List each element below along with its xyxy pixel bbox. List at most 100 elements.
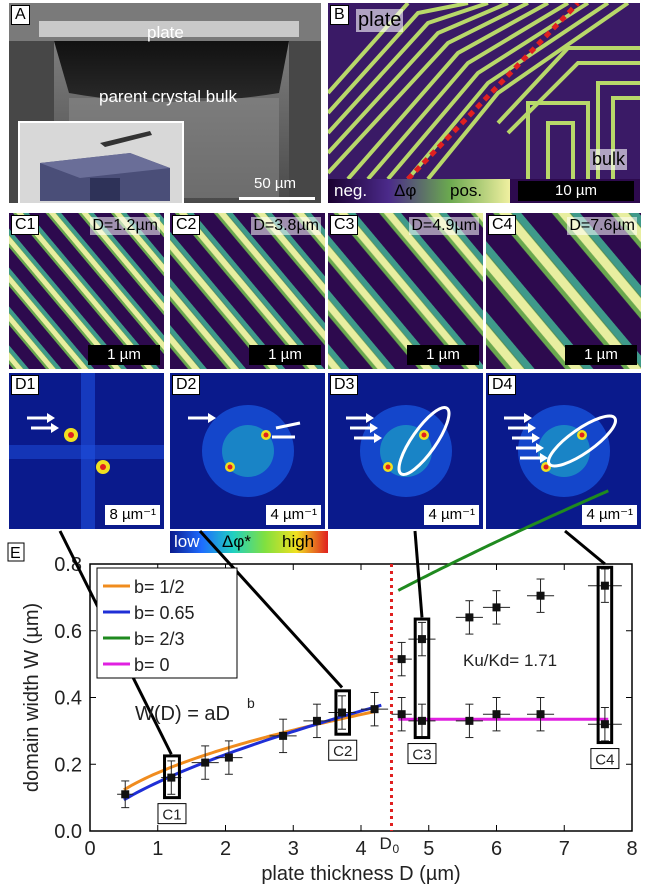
x-tick-label: 1 [152,838,163,860]
data-point [492,710,501,719]
fft-colorbar-high: high [282,532,315,551]
thickness-label: D=1.2µm [90,217,160,235]
scale-bar: 1 µm [249,345,321,365]
scale-bar: 1 µm [88,345,160,365]
colorbar-neg-label: neg. [334,181,368,200]
scale-bar: 1 µm [407,345,479,365]
legend-label: b= 0.65 [134,603,195,623]
data-point [397,655,406,664]
thickness-label: D=4.9µm [409,217,479,235]
panel-c3-stripes: C3 D=4.9µm 1 µm [328,213,483,369]
x-tick-label: 8 [626,838,637,860]
y-tick-label: 0.6 [54,621,82,643]
panel-c4-tag: C4 [488,215,517,235]
d0-subscript: 0 [392,842,399,856]
highlight-box-label-bg [328,739,358,761]
panel-c1-stripes: C1 D=1.2µm 1 µm [9,213,164,369]
panel-d4-fft: D4 4 µm⁻¹ [486,373,641,529]
scale-bar: 1 µm [565,345,637,365]
panel-d1-tag: D1 [11,375,40,395]
data-point [312,716,321,725]
x-tick-label: 2 [220,838,231,860]
highlight-box-c4 [596,565,614,745]
x-axis-label: plate thickness D (µm) [261,863,460,885]
panel-d3-fft: D3 4 µm⁻¹ [328,373,483,529]
x-tick-label: 5 [423,838,434,860]
fft-colorbar [170,531,328,553]
highlight-box-label: C1 [162,807,181,824]
data-point [417,716,426,725]
panel-a-tag: A [11,5,30,25]
fft-scale-label: 4 µm⁻¹ [582,505,637,525]
panel-b-mfm-image: B plate bulk neg. Δφ pos. 10 µm [328,3,640,203]
panel-d2-fft: D2 4 µm⁻¹ [170,373,325,529]
panel-e-tag-box [7,542,25,562]
legend-label: b= 2/3 [134,629,185,649]
x-tick-label: 6 [491,838,502,860]
stripe-pattern [486,213,641,369]
data-point [536,591,545,600]
thickness-label: D=3.8µm [251,217,321,235]
panel-c1-tag: C1 [11,215,40,235]
legend-label: b= 0 [134,655,170,675]
panel-b-bulk-label: bulk [590,149,628,170]
panel-c3-tag: C3 [330,215,359,235]
thickness-label: D=7.6µm [567,217,637,235]
highlight-box-c2 [334,689,351,736]
phase-colorbar [328,179,510,203]
panel-b-scale-bar: 10 µm [518,181,634,201]
fft-colorbar-dphi: Δφ* [222,532,251,551]
panel-c2-tag: C2 [172,215,201,235]
fit-curve [397,489,609,592]
x-tick-label: 0 [84,838,95,860]
formula-superscript: b [247,695,255,711]
fft-scale-label: 8 µm⁻¹ [105,505,160,525]
connector-arrow [564,529,606,566]
data-point [201,758,210,767]
panel-b-domain-drawing [328,3,640,181]
panel-c4-stripes: C4 D=7.6µm 1 µm [486,213,641,369]
data-point [600,581,609,590]
panel-a-scale-bar [239,197,315,200]
y-tick-label: 0.4 [54,688,82,710]
colorbar-pos-label: pos. [450,181,483,200]
data-point [600,720,609,729]
connector-arrow [413,530,424,618]
y-tick-label: 0.2 [54,754,82,776]
panel-d1-fft: D1 8 µm⁻¹ [9,373,164,529]
y-axis-label: domain width W (µm) [21,603,43,792]
data-point [338,708,347,717]
data-point [224,753,233,762]
parent-crystal-bulk-label: parent crystal bulk [99,87,237,106]
connector-arrow [198,529,344,689]
stripe-pattern [9,213,164,369]
panel-c2-stripes: C2 D=3.8µm 1 µm [170,213,325,369]
fft-map [9,373,164,529]
panel-b-tag: B [330,5,349,25]
highlight-box-label-bg [590,748,620,770]
y-tick-label: 0.0 [54,821,82,843]
stripe-pattern [170,213,325,369]
data-point [417,635,426,644]
panel-e-tag: E [10,545,21,562]
data-point [536,710,545,719]
inset-3d-schematic [18,121,184,203]
data-point [492,603,501,612]
highlight-box-label: C4 [595,752,614,769]
stripe-pattern [328,213,483,369]
data-point [279,731,288,740]
panel-d3-tag: D3 [330,375,359,395]
fft-scale-label: 4 µm⁻¹ [424,505,479,525]
fft-map [346,405,452,497]
highlight-box-c1 [163,754,181,800]
panel-a-sem-image: A plate parent crystal bulk 50 µm [9,3,321,203]
data-point [370,705,379,714]
panel-d2-tag: D2 [172,375,201,395]
formula-label: W(D) = aD [135,703,230,725]
data-point [397,710,406,719]
panel-b-plate-label: plate [356,9,404,32]
highlight-box-label-bg [407,743,437,765]
highlight-box-label: C2 [333,743,352,760]
highlight-box-label: C3 [412,747,431,764]
